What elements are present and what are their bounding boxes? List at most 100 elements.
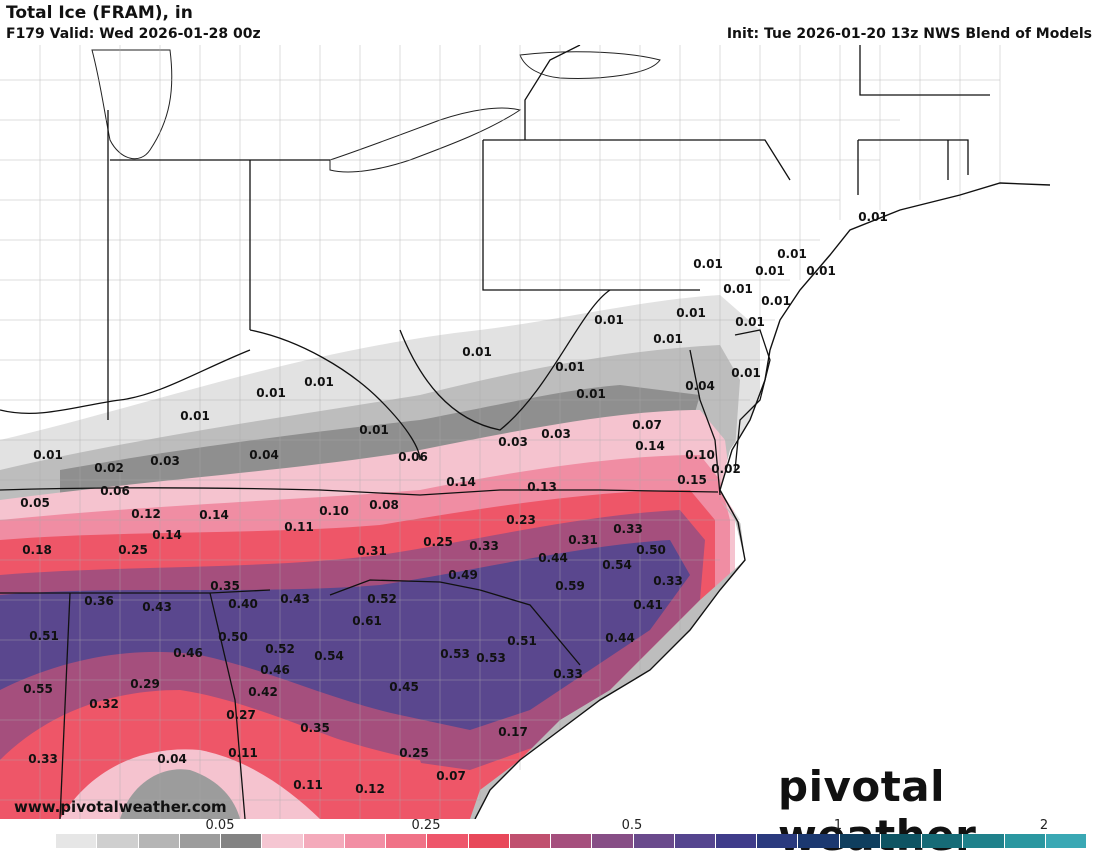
ice-value-label: 0.35	[210, 579, 240, 593]
colorbar-swatch	[220, 834, 262, 848]
ice-value-label: 0.18	[22, 543, 52, 557]
colorbar-swatch	[508, 834, 551, 848]
colorbar-swatch	[591, 834, 633, 848]
gray-south	[120, 769, 240, 819]
colorbar-swatch	[302, 834, 344, 848]
ice-value-label: 0.36	[84, 594, 114, 608]
colorbar-swatch	[426, 834, 468, 848]
ice-value-label: 0.53	[440, 647, 470, 661]
ice-value-label: 0.49	[448, 568, 478, 582]
colorbar	[14, 834, 1087, 848]
ice-value-label: 0.46	[260, 663, 290, 677]
ice-value-label: 0.10	[685, 448, 715, 462]
ice-value-label: 0.35	[300, 721, 330, 735]
ice-value-label: 0.04	[157, 752, 187, 766]
ice-value-label: 0.44	[605, 631, 635, 645]
ice-value-label: 0.01	[256, 386, 286, 400]
ice-value-label: 0.01	[693, 257, 723, 271]
colorbar-tick: 2	[1039, 818, 1049, 833]
ice-value-label: 0.01	[653, 332, 683, 346]
ice-value-label: 0.01	[576, 387, 606, 401]
ice-value-label: 0.01	[33, 448, 63, 462]
purple-band	[0, 540, 690, 730]
ice-value-label: 0.42	[248, 685, 278, 699]
ice-value-label: 0.25	[118, 543, 148, 557]
ice-value-label: 0.23	[506, 513, 536, 527]
ice-value-label: 0.51	[507, 634, 537, 648]
ice-value-label: 0.01	[735, 315, 765, 329]
colorbar-swatch	[55, 834, 97, 848]
ice-value-label: 0.11	[228, 746, 258, 760]
ice-value-label: 0.17	[498, 725, 528, 739]
ice-value-label: 0.01	[180, 409, 210, 423]
ice-value-label: 0.33	[469, 539, 499, 553]
ice-value-label: 0.12	[131, 507, 161, 521]
ice-value-label: 0.11	[293, 778, 323, 792]
ice-value-label: 0.01	[761, 294, 791, 308]
ice-value-label: 0.31	[357, 544, 387, 558]
ice-value-label: 0.10	[319, 504, 349, 518]
ice-value-label: 0.41	[633, 598, 663, 612]
ice-value-label: 0.52	[367, 592, 397, 606]
ice-value-label: 0.04	[249, 448, 279, 462]
ice-value-label: 0.13	[527, 480, 557, 494]
colorbar-swatch	[14, 834, 56, 848]
atlantic-ocean	[475, 185, 1100, 819]
map-title: Total Ice (FRAM), in	[6, 3, 193, 23]
ice-value-labels: 0.010.010.01 0.01 0.010.010.010.010.01 0.01…	[20, 210, 888, 796]
ice-value-label: 0.31	[568, 533, 598, 547]
ice-value-label: 0.04	[685, 379, 715, 393]
ice-value-label: 0.07	[632, 418, 662, 432]
ice-value-label: 0.50	[636, 543, 666, 557]
ice-value-label: 0.01	[806, 264, 836, 278]
ice-value-label: 0.01	[755, 264, 785, 278]
colorbar-swatch	[178, 834, 221, 848]
ice-value-label: 0.54	[314, 649, 344, 663]
colorbar-swatch	[714, 834, 757, 848]
colorbar-swatch	[1044, 834, 1087, 848]
init-time: Init: Tue 2026-01-20 13z NWS Blend of Mo…	[726, 26, 1092, 42]
county-lines	[0, 45, 1001, 819]
ice-value-label: 0.11	[284, 520, 314, 534]
ice-value-label: 0.59	[555, 579, 585, 593]
colorbar-swatch	[838, 834, 880, 848]
ice-value-label: 0.07	[436, 769, 466, 783]
lake-michigan	[91, 49, 173, 160]
ice-value-label: 0.02	[711, 462, 741, 476]
ice-value-label: 0.25	[423, 535, 453, 549]
ice-accumulation-map: 0.010.010.01 0.01 0.010.010.010.010.01 0.01…	[0, 45, 1100, 819]
ice-value-label: 0.15	[677, 473, 707, 487]
ice-value-label: 0.27	[226, 708, 256, 722]
ice-value-label: 0.52	[265, 642, 295, 656]
colorbar-tick: 0.5	[621, 818, 643, 833]
ice-value-label: 0.25	[399, 746, 429, 760]
ice-value-label: 0.40	[228, 597, 258, 611]
ice-value-label: 0.33	[653, 574, 683, 588]
colorbar-tick: 0.05	[205, 818, 235, 833]
ice-value-label: 0.14	[635, 439, 665, 453]
coastline	[474, 182, 1051, 819]
ice-value-label: 0.01	[555, 360, 585, 374]
ice-value-label: 0.45	[389, 680, 419, 694]
ice-value-label: 0.01	[723, 282, 753, 296]
ice-value-label: 0.01	[359, 423, 389, 437]
ice-value-label: 0.01	[462, 345, 492, 359]
ice-value-label: 0.01	[676, 306, 706, 320]
colorbar-swatch	[879, 834, 922, 848]
ice-value-label: 0.02	[94, 461, 124, 475]
ice-value-label: 0.03	[541, 427, 571, 441]
colorbar-swatch	[756, 834, 798, 848]
colorbar-swatch	[632, 834, 674, 848]
ice-value-label: 0.33	[613, 522, 643, 536]
ice-value-label: 0.55	[23, 682, 53, 696]
ice-value-label: 0.33	[28, 752, 58, 766]
site-url[interactable]: www.pivotalweather.com	[14, 798, 227, 816]
ice-value-label: 0.08	[369, 498, 399, 512]
ice-value-label: 0.14	[199, 508, 229, 522]
ice-value-label: 0.01	[594, 313, 624, 327]
ice-value-label: 0.14	[152, 528, 182, 542]
ice-value-label: 0.44	[538, 551, 568, 565]
ice-value-label: 0.05	[20, 496, 50, 510]
coast-gray	[470, 500, 755, 819]
colorbar-tick: 1	[833, 818, 843, 833]
